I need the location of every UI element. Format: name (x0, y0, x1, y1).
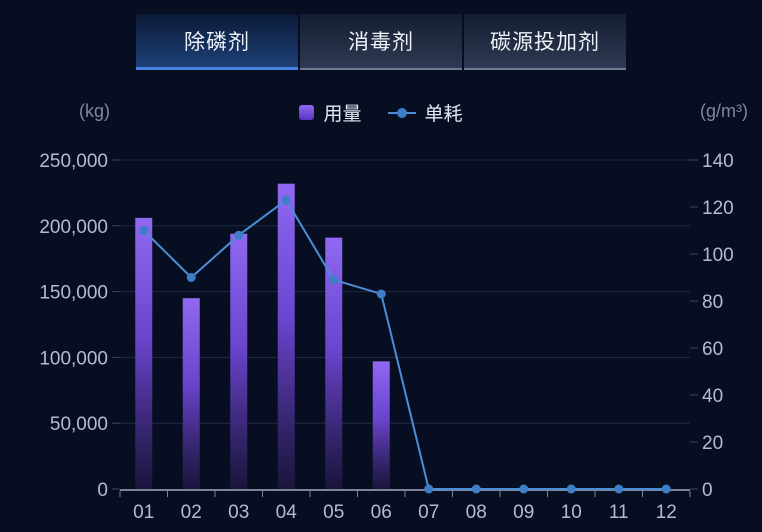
x-axis-label: 03 (228, 502, 249, 523)
y-axis-label-right: 120 (702, 198, 734, 219)
chart-legend: 用量 单耗 (0, 99, 762, 126)
usage-bar[interactable] (277, 183, 295, 490)
unit-consumption-point[interactable] (471, 484, 481, 494)
tab-carbon-source-agent[interactable]: 碳源投加剂 (464, 14, 626, 70)
x-axis-label: 11 (609, 502, 629, 523)
bar-series-icon (299, 105, 315, 120)
unit-consumption-point[interactable] (614, 484, 624, 494)
unit-consumption-point[interactable] (329, 275, 339, 285)
y-axis-label-right: 40 (702, 386, 723, 407)
y-axis-label-left: 200,000 (39, 217, 108, 238)
y-axis-label-left: 50,000 (50, 414, 108, 435)
axes (112, 159, 698, 497)
x-axis-label: 08 (466, 502, 487, 523)
usage-bar[interactable] (230, 233, 248, 489)
y-axis-label-right: 0 (702, 480, 713, 501)
legend-item-unit-consumption[interactable]: 单耗 (387, 99, 463, 126)
usage-bar[interactable] (182, 298, 200, 489)
bar-series (135, 183, 390, 490)
legend-unit-consumption-label: 单耗 (424, 104, 463, 125)
axis-labels: 050,000100,000150,000200,000250,00002040… (39, 151, 733, 523)
y-axis-label-left: 0 (97, 480, 108, 501)
y-axis-label-right: 60 (702, 339, 723, 360)
unit-consumption-point[interactable] (281, 195, 291, 205)
y-axis-label-left: 150,000 (39, 283, 108, 304)
y-axis-label-right: 80 (702, 292, 723, 313)
x-axis-label: 10 (561, 502, 582, 523)
x-axis-label: 12 (656, 502, 677, 523)
x-axis-label: 07 (418, 502, 439, 523)
left-axis-unit: (kg) (79, 101, 110, 121)
unit-consumption-point[interactable] (376, 289, 386, 299)
unit-consumption-point[interactable] (424, 484, 434, 494)
unit-consumption-point[interactable] (661, 484, 671, 494)
x-axis-label: 09 (513, 502, 534, 523)
y-axis-label-right: 140 (702, 151, 734, 172)
right-axis-unit: (g/m³) (700, 101, 748, 121)
x-axis-label: 02 (181, 502, 202, 523)
x-axis-label: 06 (371, 502, 392, 523)
unit-consumption-point[interactable] (566, 484, 576, 494)
x-axis-label: 05 (323, 502, 344, 523)
unit-consumption-line (143, 198, 667, 490)
unit-consumption-point[interactable] (519, 484, 529, 494)
chemical-tabs: 除磷剂 消毒剂 碳源投加剂 (136, 14, 626, 70)
y-axis-label-right: 20 (702, 433, 723, 454)
line-series (139, 195, 671, 494)
line-series-icon (387, 105, 416, 120)
usage-bar[interactable] (372, 361, 390, 489)
y-axis-label-right: 100 (702, 245, 734, 266)
x-axis-label: 04 (276, 502, 298, 523)
y-axis-label-left: 250,000 (39, 151, 108, 172)
usage-bar[interactable] (135, 217, 153, 490)
unit-consumption-point[interactable] (139, 226, 149, 235)
unit-consumption-point[interactable] (186, 273, 196, 282)
tab-disinfectant[interactable]: 消毒剂 (300, 14, 462, 70)
y-axis-label-left: 100,000 (39, 348, 108, 369)
x-axis-label: 01 (133, 502, 154, 523)
unit-consumption-point[interactable] (234, 230, 244, 240)
grid-lines (120, 159, 690, 424)
tab-phosphorus-remover[interactable]: 除磷剂 (136, 14, 298, 70)
legend-usage-label: 用量 (323, 104, 362, 125)
usage-bar[interactable] (325, 237, 343, 489)
legend-item-usage[interactable]: 用量 (299, 99, 362, 126)
